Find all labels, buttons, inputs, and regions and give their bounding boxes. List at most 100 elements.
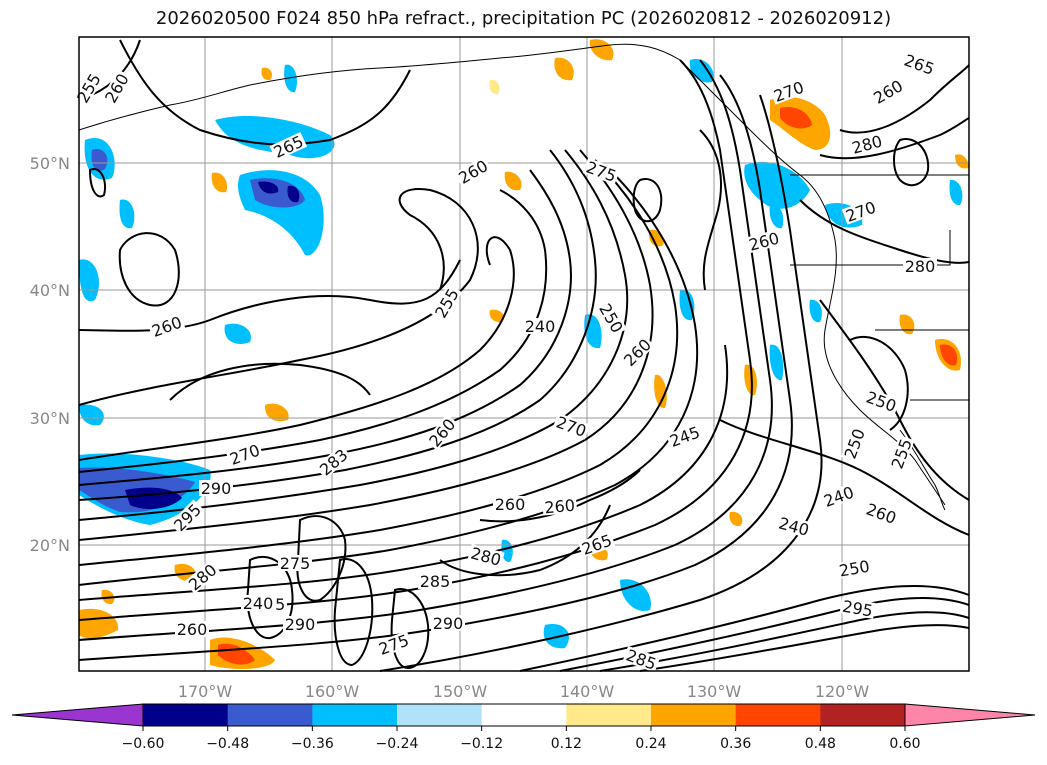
contour-label-bg bbox=[431, 284, 462, 322]
shade-pos-area bbox=[744, 364, 757, 396]
contour-label-bg bbox=[73, 69, 104, 107]
contour-line bbox=[88, 168, 106, 198]
contour-label-bg bbox=[542, 496, 578, 516]
contour-label-bg bbox=[862, 499, 901, 527]
shade-neg-area bbox=[119, 199, 135, 229]
lat-label: 20°N bbox=[30, 536, 70, 555]
contour-line bbox=[78, 189, 548, 473]
contour-label-bg bbox=[424, 414, 459, 451]
contour-label-bg bbox=[418, 573, 452, 589]
contour-label-bg bbox=[225, 440, 264, 468]
contour-line bbox=[119, 39, 411, 146]
colorbar-bin bbox=[566, 704, 652, 726]
contour-label: 285 bbox=[420, 572, 451, 591]
contour-label-bg bbox=[745, 229, 783, 254]
lon-label: 130°W bbox=[687, 682, 742, 701]
lat-label: 40°N bbox=[30, 281, 70, 300]
contour-label-bg bbox=[862, 387, 901, 415]
contour-label-bg bbox=[819, 482, 858, 510]
contour-label-bg bbox=[241, 595, 275, 611]
colorbar-bin bbox=[143, 704, 229, 726]
contour-label-bg bbox=[869, 76, 907, 107]
shade-neg-area bbox=[689, 59, 714, 83]
state-border bbox=[790, 230, 951, 266]
contour-line bbox=[78, 344, 729, 601]
refractivity-contours bbox=[78, 39, 970, 672]
colorbar-tick-label: 0.60 bbox=[889, 736, 920, 752]
lon-label: 120°W bbox=[815, 682, 870, 701]
contour-line bbox=[78, 259, 461, 332]
colorbar-extend-low bbox=[11, 703, 144, 727]
coastline-bc bbox=[679, 59, 836, 241]
shade-pos-area bbox=[729, 511, 743, 527]
colorbar-extend-high bbox=[904, 703, 1036, 727]
colorbar-bin bbox=[820, 704, 906, 726]
contour-label-bg bbox=[582, 157, 621, 185]
shade-neg-area bbox=[258, 181, 279, 194]
colorbar-tick-label: −0.48 bbox=[206, 736, 249, 752]
colorbar-bin bbox=[651, 704, 737, 726]
shade-pos-area bbox=[940, 344, 958, 366]
contour-label-bg bbox=[903, 258, 937, 274]
contour-line bbox=[78, 169, 572, 486]
colorbar-tick-label: 0.36 bbox=[720, 736, 751, 752]
lon-label: 140°W bbox=[560, 682, 615, 701]
contour-line bbox=[78, 188, 479, 406]
longitude-labels: 170°W 160°W 150°W 140°W 130°W 120°W bbox=[178, 682, 870, 701]
contour-label-bg bbox=[622, 645, 661, 673]
lon-label: 170°W bbox=[178, 682, 233, 701]
colorbar-tick-label: 0.12 bbox=[551, 736, 582, 752]
contour-label-bg bbox=[552, 412, 591, 440]
shade-pos-area bbox=[899, 314, 915, 335]
colorbar-tick-label: −0.36 bbox=[291, 736, 334, 752]
colorbar-bin bbox=[397, 704, 483, 726]
shade-neg-area bbox=[79, 259, 100, 302]
contour-label: 275 bbox=[280, 554, 311, 573]
contour-label-bg bbox=[839, 597, 876, 619]
shade-neg-area bbox=[224, 323, 251, 345]
contour-label-bg bbox=[769, 77, 808, 105]
shade-neg-area bbox=[91, 149, 108, 171]
coastline-us-west bbox=[823, 239, 946, 506]
contour-label-bg bbox=[199, 480, 233, 496]
shade-neg-area bbox=[769, 204, 784, 229]
contour-line bbox=[699, 129, 722, 291]
contour-line bbox=[78, 236, 515, 461]
colorbar-tick-label: 0.48 bbox=[805, 736, 836, 752]
shade-neg-area bbox=[215, 115, 335, 159]
shade-pos-area bbox=[79, 608, 119, 639]
graticule bbox=[79, 37, 969, 671]
shade-pos-area bbox=[489, 309, 505, 323]
contour-label: 260 bbox=[544, 496, 576, 518]
lon-label: 150°W bbox=[433, 682, 488, 701]
contour-line bbox=[78, 169, 699, 586]
contour-label-bg bbox=[175, 621, 209, 637]
coastlines bbox=[78, 43, 969, 511]
contour-label-bg bbox=[775, 514, 813, 539]
colorbar-frame bbox=[142, 703, 906, 727]
shade-pos-area bbox=[218, 643, 255, 665]
lon-label: 160°W bbox=[305, 682, 360, 701]
contour-line bbox=[118, 232, 180, 307]
contour-line bbox=[519, 584, 970, 672]
colorbar-bin bbox=[312, 704, 398, 726]
shade-pos-area bbox=[504, 171, 522, 191]
shade-pos-area bbox=[264, 403, 289, 422]
shade-pos-area bbox=[589, 39, 614, 61]
contour-line bbox=[599, 611, 970, 672]
contour-label-bg bbox=[101, 69, 132, 107]
contour-label-bg bbox=[454, 156, 492, 187]
shade-neg-area bbox=[809, 299, 822, 323]
colorbar-tick-label: −0.12 bbox=[460, 736, 503, 752]
contour-line bbox=[78, 74, 793, 661]
shade-neg-area bbox=[284, 64, 297, 93]
contour-label-bg bbox=[577, 530, 616, 558]
lat-label: 50°N bbox=[30, 154, 70, 173]
colorbar-tick-label: 0.24 bbox=[635, 736, 666, 752]
shade-neg-area bbox=[949, 179, 963, 206]
contour-line bbox=[169, 362, 371, 401]
contour-label: 240 bbox=[243, 594, 274, 613]
contour-line bbox=[819, 117, 970, 160]
